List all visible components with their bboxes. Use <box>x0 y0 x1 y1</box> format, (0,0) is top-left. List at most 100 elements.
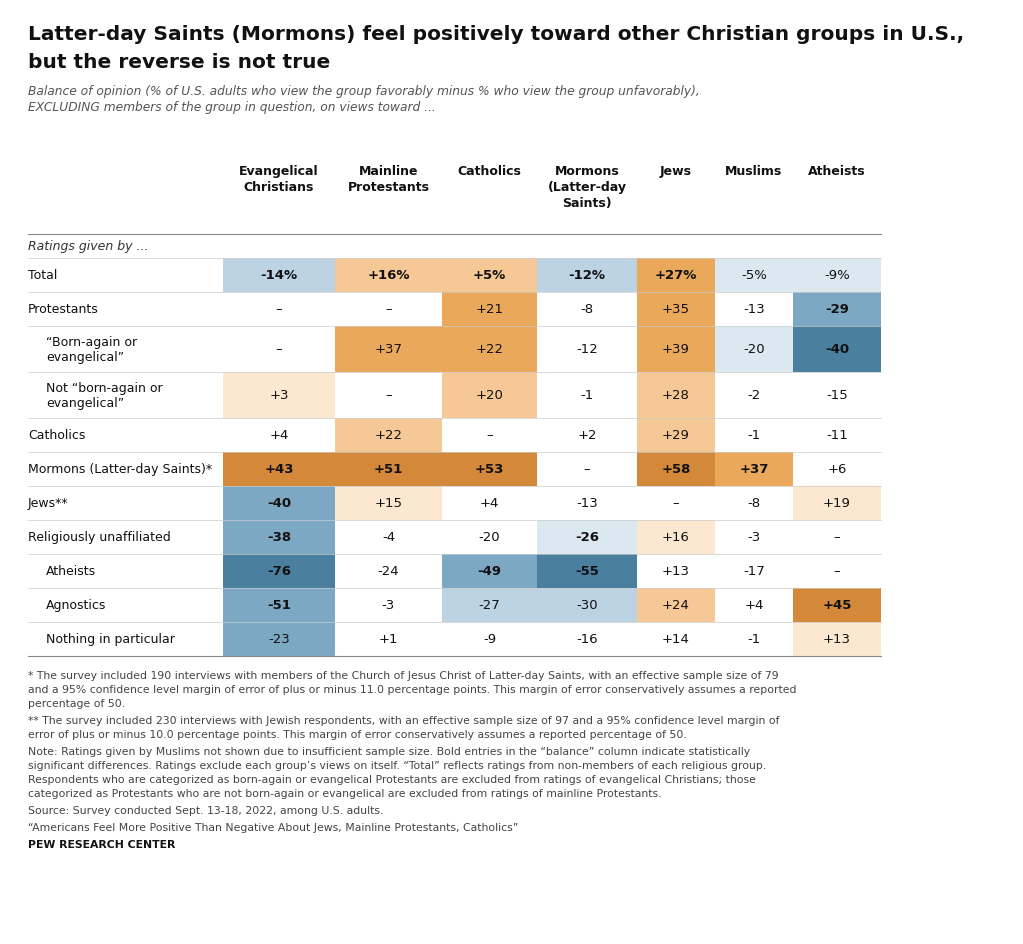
Text: +29: +29 <box>662 429 690 442</box>
Text: Atheists: Atheists <box>808 165 865 177</box>
Text: Muslims: Muslims <box>725 165 783 177</box>
Text: –: – <box>275 343 282 356</box>
Text: Note: Ratings given by Muslims not shown due to insufficient sample size. Bold e: Note: Ratings given by Muslims not shown… <box>28 746 750 756</box>
Text: -14%: -14% <box>261 269 298 282</box>
Bar <box>442 327 537 373</box>
Text: +39: +39 <box>662 343 690 356</box>
Text: -24: -24 <box>377 565 399 578</box>
Text: “Americans Feel More Positive Than Negative About Jews, Mainline Protestants, Ca: “Americans Feel More Positive Than Negat… <box>28 822 519 832</box>
Bar <box>793 293 881 327</box>
Text: -1: -1 <box>748 429 761 442</box>
Text: +19: +19 <box>824 497 851 510</box>
Bar <box>637 452 715 486</box>
Text: +6: +6 <box>828 463 847 476</box>
Bar <box>637 588 715 622</box>
Bar <box>793 327 881 373</box>
Bar <box>442 554 537 588</box>
Bar <box>793 259 881 293</box>
Bar <box>442 373 537 418</box>
Text: +1: +1 <box>379 632 398 646</box>
Text: +22: +22 <box>374 429 402 442</box>
Bar <box>637 418 715 452</box>
Bar <box>637 520 715 554</box>
Text: +28: +28 <box>662 389 690 402</box>
Text: Balance of opinion (% of U.S. adults who view the group favorably minus % who vi: Balance of opinion (% of U.S. adults who… <box>28 85 700 98</box>
Text: -26: -26 <box>575 531 599 544</box>
Text: +45: +45 <box>822 598 852 612</box>
Text: +4: +4 <box>269 429 288 442</box>
Text: –: – <box>386 303 392 316</box>
Bar <box>335 327 442 373</box>
Text: -12: -12 <box>576 343 597 356</box>
Text: -55: -55 <box>575 565 598 578</box>
Text: +22: +22 <box>476 343 503 356</box>
Bar <box>715 259 793 293</box>
Text: +16%: +16% <box>367 269 410 282</box>
Bar <box>335 486 442 520</box>
Text: * The survey included 190 interviews with members of the Church of Jesus Christ : * The survey included 190 interviews wit… <box>28 670 779 681</box>
Text: -13: -13 <box>743 303 765 316</box>
Text: Jews: Jews <box>660 165 692 177</box>
Text: +37: +37 <box>740 463 768 476</box>
Text: +51: +51 <box>373 463 403 476</box>
Text: Religiously unaffiliated: Religiously unaffiliated <box>28 531 171 544</box>
Text: +35: +35 <box>662 303 690 316</box>
Bar <box>335 259 442 293</box>
Bar <box>637 373 715 418</box>
Text: +53: +53 <box>475 463 504 476</box>
Text: +37: +37 <box>374 343 402 356</box>
Text: -38: -38 <box>267 531 292 544</box>
Text: and a 95% confidence level margin of error of plus or minus 11.0 percentage poin: and a 95% confidence level margin of err… <box>28 684 797 694</box>
Text: +21: +21 <box>476 303 503 316</box>
Text: EXCLUDING members of the group in question, on views toward ...: EXCLUDING members of the group in questi… <box>28 101 436 114</box>
Bar <box>442 259 537 293</box>
Text: +58: +58 <box>661 463 691 476</box>
Text: -8: -8 <box>580 303 593 316</box>
Text: -9%: -9% <box>825 269 850 282</box>
Bar <box>223 588 335 622</box>
Text: -17: -17 <box>743 565 765 578</box>
Text: -3: -3 <box>748 531 761 544</box>
Text: –: – <box>834 565 840 578</box>
Text: Mormons
(Latter-day
Saints): Mormons (Latter-day Saints) <box>547 165 626 210</box>
Bar <box>793 486 881 520</box>
Text: Source: Survey conducted Sept. 13-18, 2022, among U.S. adults.: Source: Survey conducted Sept. 13-18, 20… <box>28 805 384 815</box>
Text: –: – <box>673 497 679 510</box>
Bar <box>637 259 715 293</box>
Text: -9: -9 <box>483 632 496 646</box>
Bar <box>637 293 715 327</box>
Text: Mormons (Latter-day Saints)*: Mormons (Latter-day Saints)* <box>28 463 212 476</box>
Text: +16: +16 <box>662 531 690 544</box>
Text: but the reverse is not true: but the reverse is not true <box>28 53 330 72</box>
Bar <box>223 520 335 554</box>
Text: +27%: +27% <box>655 269 698 282</box>
Text: Nothing in particular: Nothing in particular <box>46 632 175 646</box>
Text: percentage of 50.: percentage of 50. <box>28 699 125 708</box>
Text: Mainline
Protestants: Mainline Protestants <box>348 165 430 194</box>
Text: +4: +4 <box>745 598 764 612</box>
Text: -11: -11 <box>827 429 848 442</box>
Text: -40: -40 <box>267 497 292 510</box>
Bar <box>537 259 637 293</box>
Text: +43: +43 <box>264 463 294 476</box>
Text: PEW RESEARCH CENTER: PEW RESEARCH CENTER <box>28 839 175 849</box>
Text: -27: -27 <box>479 598 500 612</box>
Text: –: – <box>834 531 840 544</box>
Text: +5%: +5% <box>473 269 506 282</box>
Bar <box>223 486 335 520</box>
Text: -12%: -12% <box>569 269 606 282</box>
Bar <box>442 293 537 327</box>
Bar <box>335 452 442 486</box>
Text: -1: -1 <box>748 632 761 646</box>
Text: Latter-day Saints (Mormons) feel positively toward other Christian groups in U.S: Latter-day Saints (Mormons) feel positiv… <box>28 25 964 44</box>
Bar <box>715 327 793 373</box>
Text: -2: -2 <box>748 389 761 402</box>
Text: -5%: -5% <box>741 269 767 282</box>
Bar <box>715 452 793 486</box>
Bar <box>223 452 335 486</box>
Text: -1: -1 <box>580 389 593 402</box>
Text: Total: Total <box>28 269 57 282</box>
Text: significant differences. Ratings exclude each group’s views on itself. “Total” r: significant differences. Ratings exclude… <box>28 760 766 770</box>
Bar <box>223 373 335 418</box>
Bar <box>537 588 637 622</box>
